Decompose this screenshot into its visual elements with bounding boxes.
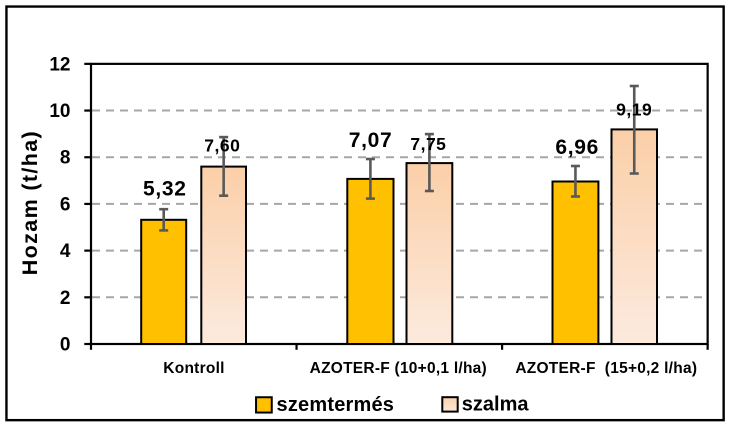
svg-text:AZOTER-F (10+0,1 l/ha): AZOTER-F (10+0,1 l/ha) [310,360,487,377]
svg-text:0: 0 [60,335,71,356]
svg-text:Hozam (t/ha): Hozam (t/ha) [18,130,42,275]
svg-text:6: 6 [60,194,71,215]
svg-text:szemtermés: szemtermés [277,394,395,416]
svg-text:6,96: 6,96 [555,136,599,159]
svg-text:Kontroll: Kontroll [163,360,224,377]
svg-text:9,19: 9,19 [616,100,652,120]
svg-text:7,60: 7,60 [204,135,240,155]
svg-text:2: 2 [60,288,71,309]
svg-text:4: 4 [60,241,71,262]
svg-text:5,32: 5,32 [143,177,187,200]
svg-text:szalma: szalma [462,394,530,416]
svg-text:8: 8 [60,148,71,169]
svg-text:AZOTER-F (15+0,2 l/ha): AZOTER-F (15+0,2 l/ha) [515,360,697,377]
svg-text:7,07: 7,07 [349,129,393,152]
svg-text:10: 10 [49,101,70,122]
svg-text:7,75: 7,75 [410,134,446,154]
svg-text:12: 12 [49,54,70,75]
